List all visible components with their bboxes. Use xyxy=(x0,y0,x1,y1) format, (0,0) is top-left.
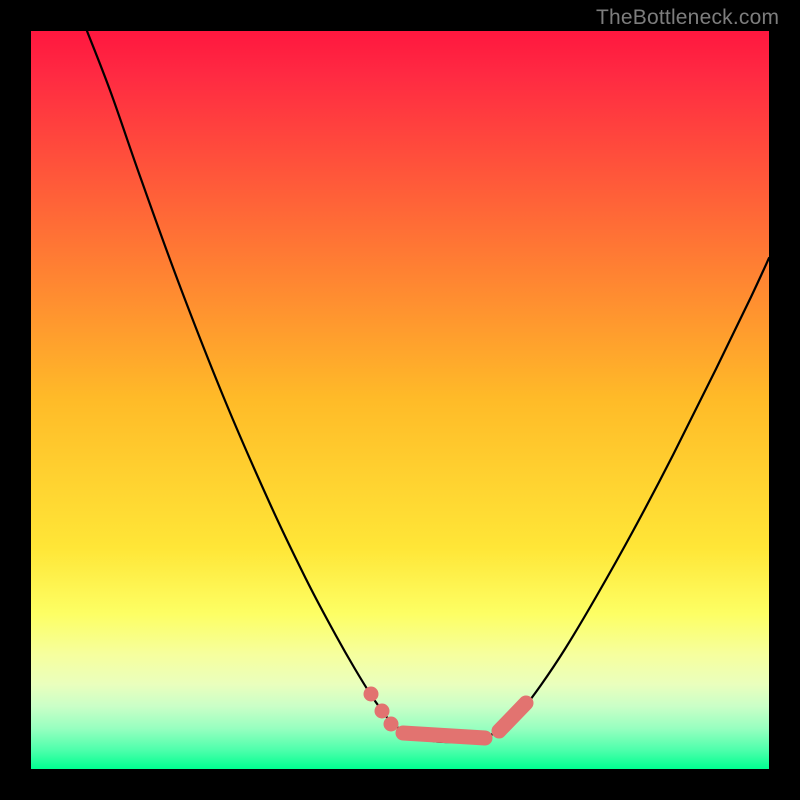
highlight-dot xyxy=(375,704,390,719)
plot-area xyxy=(31,31,769,769)
bottleneck-curve-chart xyxy=(31,31,769,769)
watermark-label: TheBottleneck.com xyxy=(596,6,779,29)
gradient-background xyxy=(31,31,769,769)
watermark-text: TheBottleneck.com xyxy=(596,6,779,30)
highlight-segment xyxy=(403,733,485,738)
highlight-dot xyxy=(384,717,399,732)
highlight-dot xyxy=(364,687,379,702)
